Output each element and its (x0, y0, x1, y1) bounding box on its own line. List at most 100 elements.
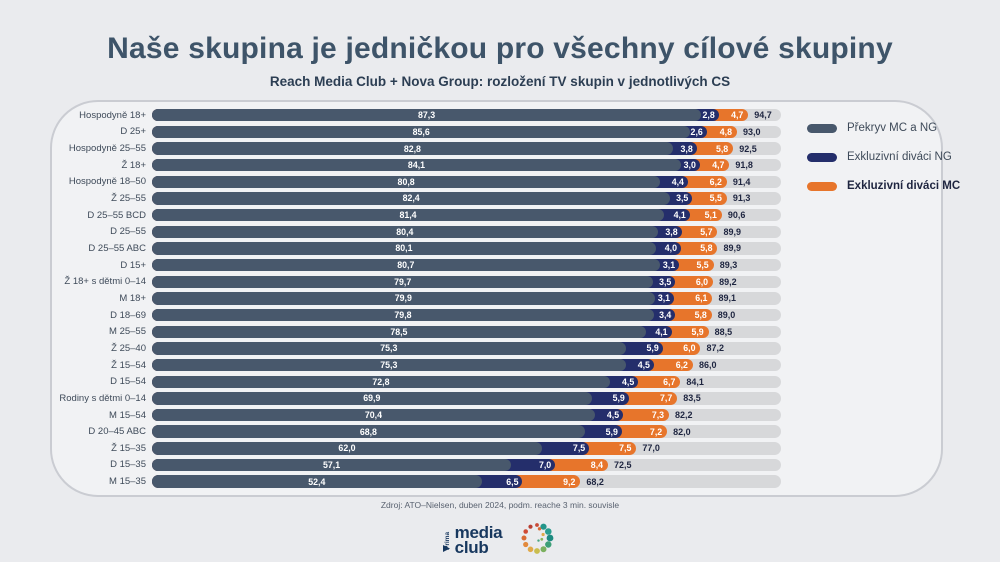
nova-dots-logo-icon (515, 515, 559, 562)
bar-track: 80,8 4,4 6,2 91,4 (152, 175, 781, 189)
value-total: 77,0 (642, 443, 660, 454)
bar-row: D 20–45 ABC 68,8 5,9 7,2 82,0 (52, 425, 781, 438)
value-exkluzivni-mc: 6,2 (709, 176, 722, 187)
value-total: 68,2 (586, 476, 604, 487)
legend-label: Exkluzivní diváci NG (847, 151, 952, 163)
svg-text:Prima: Prima (444, 532, 451, 550)
segment-prekryv: 79,7 (152, 275, 654, 288)
footer-logos: Prima media club (0, 515, 1000, 562)
value-exkluzivni-mc: 6,7 (663, 376, 676, 387)
value-exkluzivni-mc: 4,7 (712, 160, 725, 171)
value-total: 84,1 (686, 376, 704, 387)
bar-track: 80,4 3,8 5,7 89,9 (152, 225, 781, 238)
category-label: D 15–35 (110, 459, 146, 471)
value-prekryv: 85,6 (412, 126, 430, 137)
bar-row: Ž 25–40 75,3 5,9 6,0 87,2 (52, 342, 781, 355)
segment-prekryv: 82,8 (152, 142, 673, 155)
bar-track: 52,4 6,5 9,2 68,2 (152, 475, 781, 488)
value-total: 92,5 (739, 143, 757, 154)
bar-row: Ž 15–35 62,0 7,5 7,5 77,0 (52, 442, 781, 455)
value-total: 89,3 (719, 260, 738, 271)
value-prekryv: 80,4 (396, 226, 414, 237)
value-total: 89,1 (718, 293, 736, 304)
value-prekryv: 72,8 (372, 376, 390, 387)
legend-swatch (807, 123, 837, 133)
category-label: Ž 25–40 (111, 342, 146, 354)
bar-track: 57,1 7,0 8,4 72,5 (152, 458, 781, 472)
category-label: Hospodyně 18–50 (68, 176, 146, 188)
value-exkluzivni-ng: 5,9 (612, 393, 625, 404)
value-prekryv: 57,1 (323, 459, 341, 470)
value-exkluzivni-mc: 4,7 (731, 110, 744, 121)
category-label: D 15+ (120, 259, 146, 271)
bar-row: Ž 18+ 84,1 3,0 4,7 91,8 (52, 158, 781, 172)
value-exkluzivni-mc: 7,2 (649, 426, 663, 437)
value-total: 83,5 (683, 393, 701, 404)
category-label: D 18–69 (110, 309, 146, 321)
value-prekryv: 84,1 (407, 160, 426, 171)
value-exkluzivni-ng: 3,5 (676, 193, 689, 204)
value-total: 91,3 (732, 193, 751, 204)
value-total: 91,8 (735, 160, 753, 171)
value-prekryv: 68,8 (359, 426, 377, 437)
bar-row: D 15–35 57,1 7,0 8,4 72,5 (52, 458, 781, 472)
value-prekryv: 75,3 (380, 343, 398, 354)
segment-prekryv: 80,4 (152, 225, 658, 238)
value-exkluzivni-ng: 4,1 (655, 326, 668, 337)
value-prekryv: 81,4 (399, 210, 417, 221)
bar-track: 75,3 4,5 6,2 86,0 (152, 358, 781, 372)
value-exkluzivni-mc: 5,8 (700, 243, 713, 254)
legend-item: Exkluzivní diváci NG (807, 151, 960, 163)
bar-track: 62,0 7,5 7,5 77,0 (152, 442, 781, 455)
value-exkluzivni-mc: 5,8 (694, 310, 707, 321)
bar-track: 79,7 3,5 6,0 89,2 (152, 275, 781, 288)
bar-row: Hospodyně 18+ 87,3 2,8 4,7 94,7 (52, 109, 781, 122)
value-total: 94,7 (754, 110, 772, 121)
category-label: Hospodyně 18+ (79, 109, 146, 121)
value-exkluzivni-mc: 5,5 (709, 193, 722, 204)
value-total: 90,6 (727, 210, 746, 221)
value-exkluzivni-ng: 3,0 (683, 160, 696, 171)
value-exkluzivni-mc: 7,5 (619, 443, 632, 454)
segment-prekryv: 57,1 (152, 458, 512, 472)
segment-prekryv: 82,4 (152, 192, 671, 205)
value-exkluzivni-ng: 4,4 (671, 176, 684, 187)
segment-prekryv: 80,8 (152, 175, 661, 189)
value-prekryv: 70,4 (364, 410, 382, 420)
category-label: M 15–54 (109, 409, 146, 421)
category-label: M 15–35 (109, 476, 146, 488)
segment-prekryv: 72,8 (152, 375, 610, 388)
value-total: 89,9 (723, 243, 741, 254)
value-exkluzivni-ng: 3,8 (665, 226, 678, 237)
bar-row: D 25–55 80,4 3,8 5,7 89,9 (52, 225, 781, 238)
category-label: Hospodyně 25–55 (68, 143, 146, 154)
category-label: D 25+ (120, 126, 146, 138)
value-prekryv: 62,0 (338, 443, 356, 454)
value-exkluzivni-ng: 3,8 (680, 143, 693, 154)
bar-track: 69,9 5,9 7,7 83,5 (152, 392, 781, 405)
bar-row: Hospodyně 25–55 82,8 3,8 5,8 92,5 (52, 142, 781, 155)
value-exkluzivni-ng: 5,9 (646, 343, 659, 354)
value-total: 89,2 (719, 276, 737, 287)
segment-prekryv: 79,8 (152, 308, 654, 322)
segment-prekryv: 69,9 (152, 392, 592, 405)
bar-row: Ž 15–54 75,3 4,5 6,2 86,0 (52, 358, 781, 372)
value-exkluzivni-mc: 6,1 (695, 293, 708, 304)
value-total: 89,9 (723, 226, 741, 237)
value-exkluzivni-ng: 3,1 (662, 260, 676, 271)
bar-row: M 18+ 79,9 3,1 6,1 89,1 (52, 292, 781, 305)
value-exkluzivni-mc: 6,0 (683, 343, 696, 354)
bar-row: D 25–55 ABC 80,1 4,0 5,8 89,9 (52, 242, 781, 255)
value-prekryv: 79,9 (394, 293, 412, 304)
value-prekryv: 52,4 (308, 476, 326, 487)
category-label: D 25–55 (110, 226, 146, 238)
legend-label: Překryv MC a NG (847, 122, 938, 134)
bar-row: D 25+ 85,6 2,6 4,8 93,0 (52, 125, 781, 139)
media-club-logo: Prima media club (441, 524, 503, 557)
bar-row: D 15+ 80,7 3,1 5,5 89,3 (52, 258, 781, 272)
value-exkluzivni-mc: 5,5 (696, 260, 709, 271)
bar-track: 75,3 5,9 6,0 87,2 (152, 342, 781, 355)
legend-item: Exkluzivní diváci MC (807, 180, 960, 192)
value-exkluzivni-mc: 6,0 (695, 276, 709, 287)
